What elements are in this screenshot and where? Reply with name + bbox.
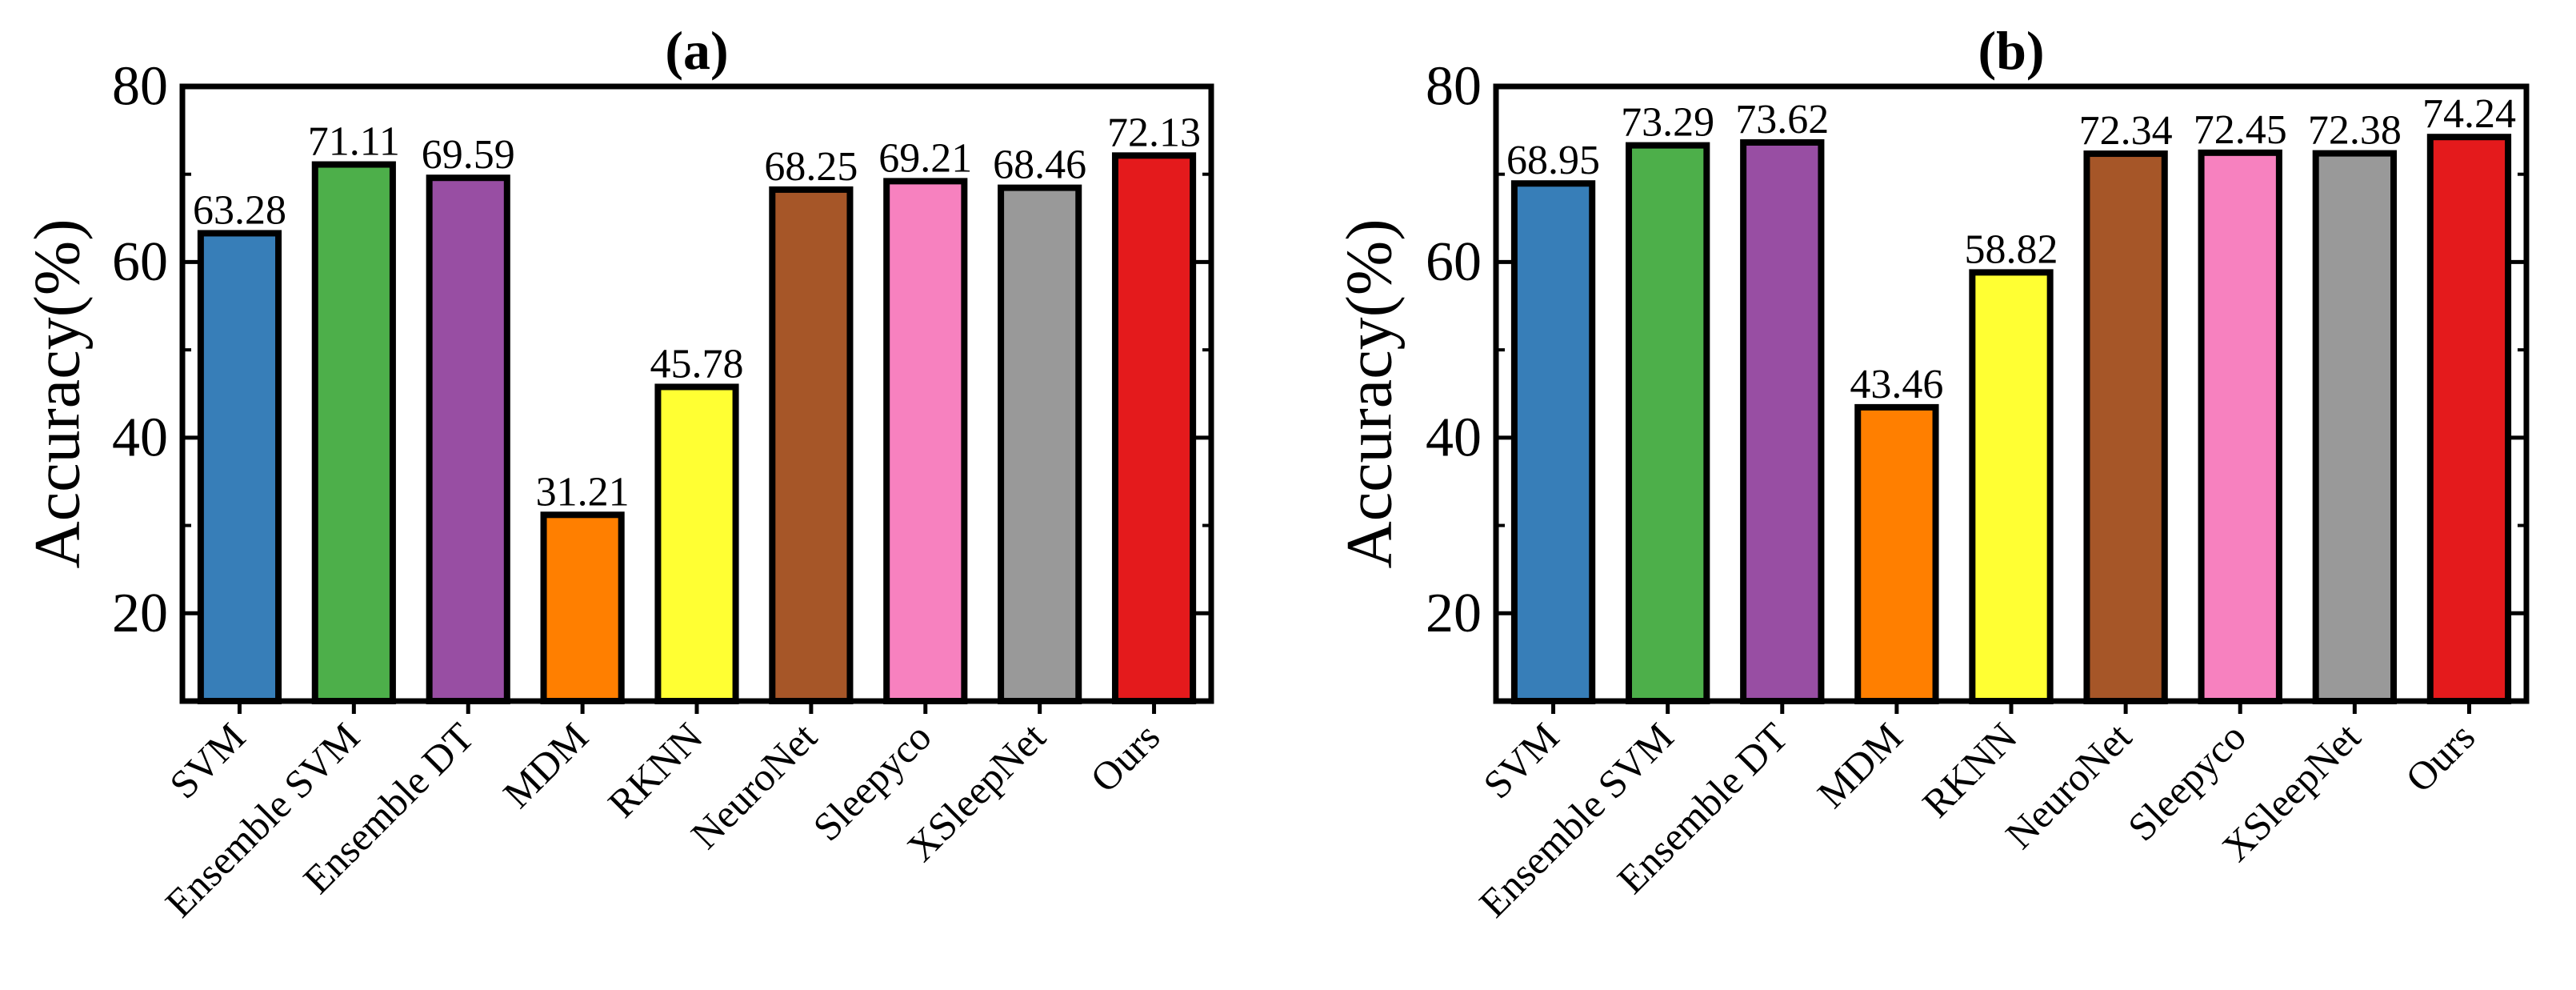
- plot-frame-b: [1493, 83, 2530, 704]
- bar-rknn: [654, 383, 739, 704]
- x-tick-label: MDM: [1809, 714, 1911, 816]
- bar-sleepyco: [883, 178, 968, 704]
- x-tick-label: SVM: [161, 714, 254, 807]
- y-tick-label: 40: [112, 407, 168, 468]
- bar-neuronet: [2083, 150, 2168, 704]
- data-label: 74.24: [2422, 91, 2516, 137]
- x-tick-label: Ours: [1082, 714, 1168, 800]
- panel-title-a: (a): [665, 20, 728, 81]
- bar-ensemble-dt: [1740, 138, 1825, 704]
- chart-panel-b: (b) Accuracy(%) 20 40 60 80 68.95 SVM 73.29 Ensem…: [1333, 20, 2530, 926]
- data-label: 72.38: [2308, 108, 2402, 154]
- data-label: 68.46: [993, 142, 1086, 188]
- bar-ours: [2426, 134, 2512, 704]
- bar-mdm: [540, 511, 625, 705]
- data-label: 72.34: [2079, 108, 2173, 154]
- data-label: 71.11: [308, 119, 400, 165]
- y-tick-label: 80: [112, 56, 168, 118]
- bar-ensemble-svm: [1626, 142, 1710, 704]
- data-label: 72.13: [1107, 110, 1201, 155]
- x-tick-label: MDM: [494, 714, 597, 816]
- plot-frame-a: [179, 83, 1214, 704]
- data-label: 31.21: [536, 469, 630, 515]
- x-tick-label: Ours: [2397, 714, 2483, 800]
- x-tick-label: SVM: [1474, 714, 1567, 807]
- data-label: 69.21: [878, 135, 972, 181]
- bar-neuronet: [769, 186, 854, 704]
- data-label: 63.28: [193, 187, 286, 233]
- data-label: 68.25: [764, 144, 858, 190]
- bar-mdm: [1854, 403, 1939, 704]
- x-tick-label: RKNN: [599, 714, 711, 826]
- data-label: 68.95: [1506, 138, 1600, 183]
- data-label: 43.46: [1850, 362, 1943, 407]
- data-label: 73.62: [1735, 97, 1829, 142]
- bar-rknn: [1969, 269, 2054, 704]
- bar-svm: [197, 230, 282, 705]
- bar-ours: [1111, 152, 1197, 704]
- data-label: 58.82: [1965, 226, 2058, 272]
- x-tick-label: Ensemble SVM: [1470, 714, 1682, 925]
- x-tick-label: NeuroNet: [682, 714, 826, 857]
- bar-ensemble-svm: [311, 161, 396, 704]
- data-label: 72.45: [2194, 107, 2287, 153]
- data-label: 69.59: [422, 132, 515, 178]
- y-tick-label: 80: [1426, 56, 1482, 118]
- data-label: 45.78: [650, 341, 744, 387]
- y-tick-label: 40: [1426, 407, 1482, 468]
- data-label: 73.29: [1621, 100, 1714, 146]
- y-axis-label-a: Accuracy(%): [21, 218, 94, 568]
- panel-title-b: (b): [1978, 20, 2044, 81]
- y-axis-label-b: Accuracy(%): [1333, 218, 1406, 568]
- x-tick-label: RKNN: [1914, 714, 2026, 826]
- bar-xsleepnet: [2312, 150, 2397, 704]
- chart-panel-a: (a) Accuracy(%) 20 40 60 80 63.28 SVM 71.11 Ensem…: [21, 20, 1214, 926]
- x-tick-label: NeuroNet: [1997, 714, 2140, 857]
- y-tick-label: 20: [112, 583, 168, 644]
- y-tick-label: 60: [1426, 231, 1482, 293]
- bar-ensemble-dt: [426, 174, 510, 704]
- y-tick-label: 20: [1426, 583, 1482, 644]
- bar-xsleepnet: [998, 184, 1082, 704]
- y-tick-label: 60: [112, 231, 168, 293]
- bar-sleepyco: [2198, 149, 2282, 704]
- x-tick-label: Ensemble SVM: [157, 714, 368, 925]
- bar-svm: [1510, 180, 1596, 704]
